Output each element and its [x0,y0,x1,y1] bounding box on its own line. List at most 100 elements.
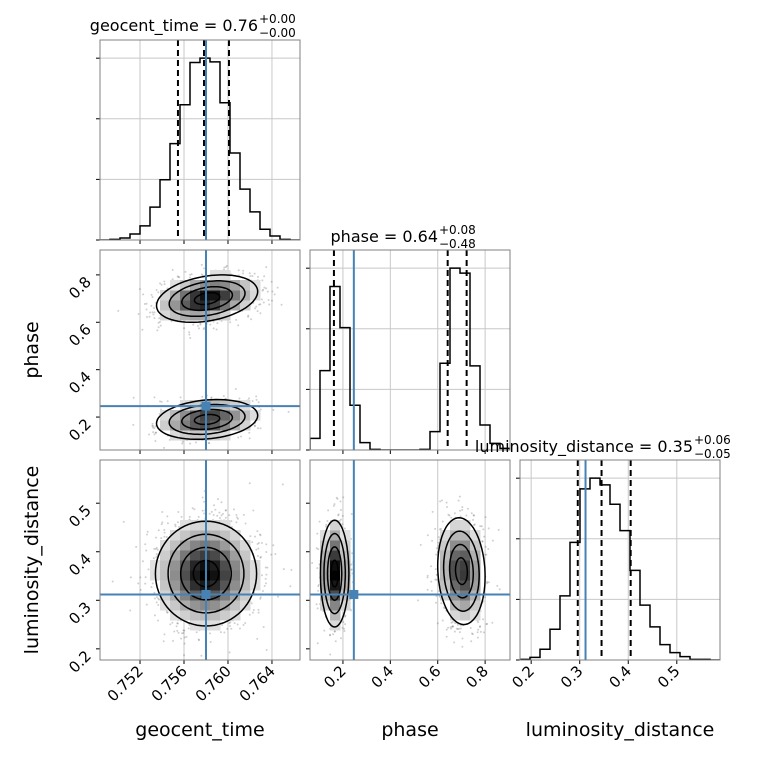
scatter-point [440,602,443,605]
scatter-point [209,323,212,326]
y-tick-label: 0.2 [65,415,95,445]
scatter-point [315,603,318,606]
scatter-point [224,509,227,512]
scatter-point [146,315,149,318]
scatter-point [191,507,194,510]
density-cell [460,570,471,581]
density-cell [190,280,201,291]
panel-border [99,39,301,241]
scatter-point [250,602,253,605]
scatter-point [259,556,262,559]
density-cell [230,550,241,561]
scatter-point [198,639,201,642]
scatter-point [265,543,268,546]
scatter-point [268,303,271,306]
scatter-point [481,540,484,543]
scatter-point [252,509,255,512]
scatter-point [174,525,177,528]
scatter-point [155,596,158,599]
density-cell [460,520,471,531]
scatter-point [208,632,211,635]
scatter-point [147,568,150,571]
scatter-point [165,611,168,614]
scatter-point [480,525,483,528]
density-cell [160,580,171,591]
scatter-point [220,501,223,504]
scatter-point [445,501,448,504]
scatter-point [174,523,177,526]
scatter-point [223,631,226,634]
scatter-point [325,523,328,526]
scatter-point [276,286,279,289]
scatter-point [478,626,481,629]
scatter-point [177,525,180,528]
density-cell [330,530,341,541]
scatter-point [219,631,222,634]
scatter-point [152,431,155,434]
scatter-point [152,425,155,428]
density-cell [170,410,181,421]
scatter-point [479,625,482,628]
scatter-point [183,642,186,645]
density-cell [190,520,201,531]
x-tick-label: 0.752 [104,662,147,705]
scatter-point [486,580,489,583]
density-cell [220,310,231,321]
scatter-point [163,283,166,286]
scatter-point [451,625,454,628]
scatter-point [315,547,318,550]
scatter-point [193,508,196,511]
scatter-point [249,275,252,278]
density-cell [470,550,481,561]
density-cell [160,540,171,551]
scatter-point [264,566,267,569]
scatter-point [454,622,457,625]
density-cell [450,610,461,621]
scatter-point [341,626,344,629]
scatter-point [152,313,155,316]
density-cell [340,540,351,551]
scatter-point [342,621,345,624]
scatter-point [260,298,263,301]
scatter-point [235,513,238,516]
contour-line [323,532,347,615]
scatter-point [449,626,452,629]
density-cell [340,550,351,561]
panel-title: geocent_time = 0.76 [90,16,258,36]
scatter-point [344,614,347,617]
panel-border [99,249,301,451]
scatter-point [287,410,290,413]
scatter-point [160,408,163,411]
title-lower-error: −0.48 [439,237,476,251]
scatter-point [180,637,183,640]
density-cell [170,430,181,441]
scatter-point [141,328,144,331]
scatter-point [323,629,326,632]
scatter-point [144,576,147,579]
scatter-point [461,508,464,511]
scatter-point [154,431,157,434]
scatter-point [207,442,210,445]
scatter-point [181,442,184,445]
density-cell [240,550,251,561]
scatter-point [188,331,191,334]
density-cell [210,570,221,581]
scatter-point [459,515,462,518]
scatter-point [239,435,242,438]
density-cell [460,530,471,541]
scatter-point [155,556,158,559]
density-cell [330,560,341,571]
density-cell [460,610,471,621]
scatter-point [171,278,174,281]
truth-marker [349,589,359,599]
scatter-point [476,631,479,634]
scatter-point [173,630,176,633]
scatter-point [426,574,429,577]
scatter-point [154,440,157,443]
scatter-point [150,304,153,307]
histogram-geocent_time [100,57,300,240]
scatter-point [350,537,353,540]
density-cell [450,570,461,581]
contour-line [436,517,486,626]
scatter-point [336,497,339,500]
